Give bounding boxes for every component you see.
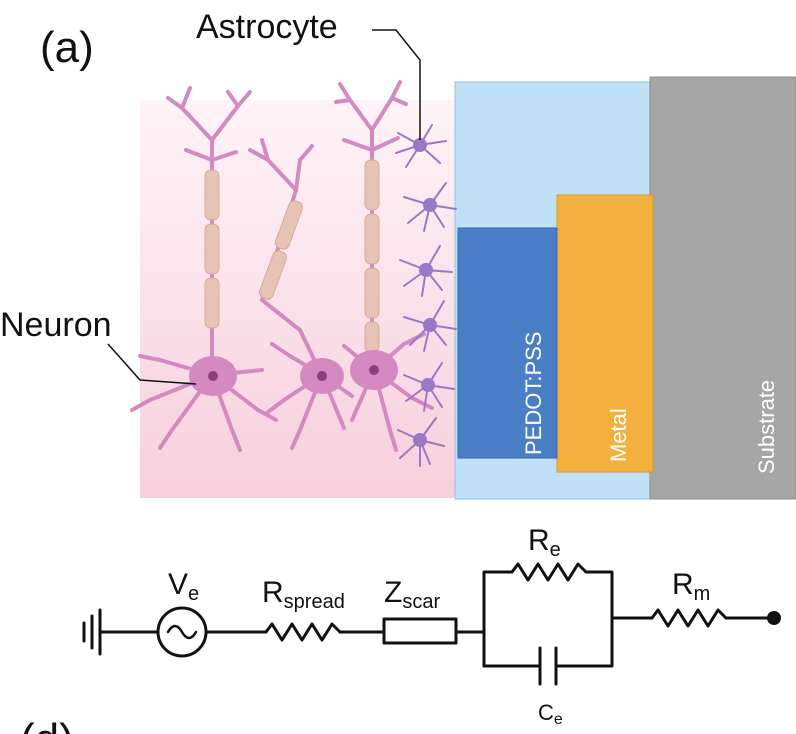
neuron-somas bbox=[189, 350, 398, 396]
c-e-capacitor bbox=[538, 646, 558, 686]
neuron-leader-line bbox=[107, 343, 197, 385]
equivalent-circuit bbox=[82, 562, 774, 686]
astrocyte-leader-line bbox=[372, 29, 421, 140]
panel-label: (a) bbox=[40, 23, 94, 72]
substrate-label: Substrate bbox=[754, 380, 779, 474]
output-terminal bbox=[767, 611, 781, 625]
r-spread-label: Rspread bbox=[262, 576, 345, 613]
astrocyte-label: Astrocyte bbox=[196, 8, 338, 46]
ground-icon bbox=[82, 608, 102, 656]
r-spread-resistor bbox=[264, 622, 342, 642]
pedot-pss-label: PEDOT:PSS bbox=[521, 332, 546, 455]
next-panel-label: (d) bbox=[20, 715, 74, 734]
r-m-label: Rm bbox=[672, 568, 710, 605]
z-scar-impedance bbox=[382, 617, 458, 645]
metal-layer bbox=[556, 194, 654, 473]
r-e-resistor bbox=[510, 562, 588, 582]
c-e-label: Ce bbox=[538, 700, 563, 728]
myelin-sheaths bbox=[204, 159, 380, 353]
r-m-resistor bbox=[650, 608, 728, 628]
astrocyte-illustration bbox=[395, 124, 457, 467]
metal-label: Metal bbox=[606, 408, 631, 462]
astrocyte-bodies bbox=[413, 138, 437, 447]
neuron-label: Neuron bbox=[0, 306, 112, 344]
z-scar-label: Zscar bbox=[384, 576, 440, 613]
pedot-pss-layer bbox=[457, 227, 558, 459]
v-e-label: Ve bbox=[168, 568, 199, 605]
r-e-label: Re bbox=[528, 524, 561, 561]
substrate-layer bbox=[649, 76, 796, 500]
